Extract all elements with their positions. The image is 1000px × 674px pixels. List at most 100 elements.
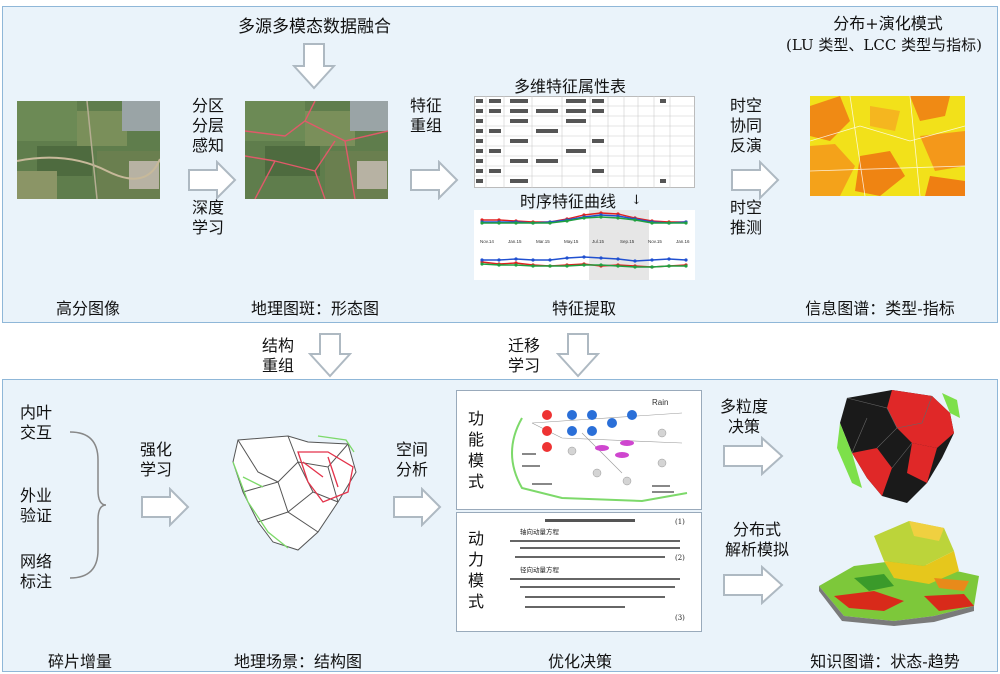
- curve-series-point: [497, 263, 501, 267]
- right-arrow-rl: [141, 487, 190, 527]
- geo-patch-image: [245, 101, 388, 199]
- curve-series-point: [616, 257, 620, 261]
- curve-series-point: [548, 221, 552, 225]
- curve-series-point: [531, 258, 535, 262]
- structure-map-image: [228, 432, 361, 552]
- curve-series-point: [548, 264, 552, 268]
- temporal-curve-chart: Nov.14 Jan.15 Mar.15 May.15 Jul.15 Sep.15 Nov.…: [474, 210, 695, 280]
- function-mode-box: [456, 390, 702, 510]
- right-arrow-3: [731, 160, 780, 200]
- curve-series-point: [480, 221, 484, 225]
- attr-table-title: 多维特征属性表: [514, 77, 627, 96]
- dynamic-mode-label: 动力模式: [467, 529, 484, 611]
- caption-knowledge-map: 知识图谱：状态-趋势: [810, 652, 960, 671]
- left-item-interaction: 内叶 交互: [19, 403, 52, 442]
- svg-text:(3): (3): [675, 614, 685, 622]
- left-item-network-annotation: 网络 标注: [19, 552, 52, 591]
- curve-series-point: [633, 259, 637, 263]
- curve-series-point: [599, 215, 603, 219]
- caption-geo-scene: 地理场景：结构图: [233, 652, 362, 671]
- function-mode-label: 功能模式: [467, 409, 484, 491]
- fusion-title: 多源多模态数据融合: [238, 17, 391, 37]
- spatial-analysis-label: 空间 分析: [395, 440, 428, 479]
- caption-geo-patch: 地理图斑：形态图: [250, 299, 379, 318]
- arrow3-upper-label: 时空 协同 反演: [729, 96, 762, 155]
- curve-x-tick-label: Jan.16: [676, 239, 690, 244]
- curve-x-tick-label: Jan.15: [508, 239, 522, 244]
- satellite-image: [17, 101, 160, 199]
- curve-series-point: [650, 258, 654, 262]
- curve-series-point: [667, 264, 671, 268]
- right-arrow-simulation: [723, 565, 784, 605]
- curve-series-point: [684, 258, 688, 262]
- curve-x-tick-label: Jul.15: [592, 239, 605, 244]
- curve-series-point: [599, 256, 603, 260]
- down-arrow-transfer: [556, 333, 600, 378]
- left-item-field-validation: 外业 验证: [19, 486, 52, 525]
- curve-x-tick-label: Nov.15: [648, 239, 662, 244]
- dynamic-mode-box: [456, 512, 702, 632]
- down-arrow-struct: [308, 333, 352, 378]
- curve-series-point: [531, 221, 535, 225]
- curve-x-tick-label: Nov.14: [480, 239, 494, 244]
- curve-series-point: [531, 264, 535, 268]
- curve-series-point: [650, 265, 654, 269]
- curve-series-point: [548, 258, 552, 262]
- svg-text:(1): (1): [675, 518, 685, 526]
- curve-series-point: [497, 258, 501, 262]
- right-arrow-2: [410, 160, 459, 200]
- curve-series-point: [650, 221, 654, 225]
- curve-down-arrow-icon: ↓: [631, 193, 642, 208]
- curve-series-point: [480, 262, 484, 266]
- curve-series-point: [667, 257, 671, 261]
- curve-series-point: [616, 216, 620, 220]
- curve-series-point: [616, 264, 620, 268]
- left-bracket: [69, 431, 107, 579]
- curve-x-tick-label: Sep.15: [620, 239, 635, 244]
- curve-series-point: [633, 265, 637, 269]
- attribute-table: [474, 96, 695, 188]
- arrow1-upper-label: 分区 分层 感知: [191, 96, 224, 155]
- svg-text:(2): (2): [675, 554, 685, 562]
- svg-text:轴向动量方程: 轴向动量方程: [520, 527, 560, 536]
- right-arrow-decision: [723, 436, 784, 476]
- curve-series-point: [582, 255, 586, 259]
- right-arrow-spatial: [393, 487, 442, 527]
- arrow3-lower-label: 时空 推测: [729, 198, 762, 237]
- curve-series-point: [514, 221, 518, 225]
- caption-hires-image: 高分图像: [55, 299, 120, 318]
- transfer-learning-label: 迁移 学习: [507, 336, 540, 375]
- curve-series-point: [599, 263, 603, 267]
- curve-series-point: [480, 258, 484, 262]
- caption-info-map: 信息图谱：类型-指标: [805, 299, 955, 318]
- decision-map-image: [832, 388, 962, 506]
- svg-text:Rain: Rain: [652, 398, 668, 407]
- arrow2-label: 特征 重组: [409, 96, 442, 135]
- function-diagram: Rain: [502, 393, 698, 507]
- curve-series-point: [565, 256, 569, 260]
- down-arrow-fusion: [292, 43, 336, 90]
- distributed-simulation-label: 分布式 解析模拟: [724, 520, 789, 559]
- curve-series-point: [582, 216, 586, 220]
- curve-series-point: [582, 263, 586, 267]
- right-title-line2: (LU 类型、LCC 类型与指标): [786, 36, 982, 54]
- curve-series-point: [514, 257, 518, 261]
- curve-x-tick-label: May.15: [564, 239, 579, 244]
- svg-text:径向动量方程: 径向动量方程: [520, 565, 560, 574]
- curve-x-tick-label: Mar.15: [536, 239, 550, 244]
- curve-series-point: [514, 263, 518, 267]
- right-title-line1: 分布+演化模式: [833, 14, 943, 33]
- curve-series-point: [565, 219, 569, 223]
- curve-series-point: [667, 221, 671, 225]
- info-map-image: [810, 96, 965, 196]
- struct-reorg-label: 结构 重组: [261, 336, 294, 375]
- caption-feature-extraction: 特征提取: [551, 299, 616, 318]
- arrow1-lower-label: 深度 学习: [191, 198, 224, 237]
- right-arrow-1: [188, 160, 237, 200]
- multi-granularity-label: 多粒度 决策: [719, 397, 768, 436]
- terrain-3d-image: [814, 516, 984, 626]
- curve-series-point: [684, 264, 688, 268]
- curve-series-point: [565, 264, 569, 268]
- curve-series-point: [633, 218, 637, 222]
- curve-title: 时序特征曲线: [520, 192, 617, 211]
